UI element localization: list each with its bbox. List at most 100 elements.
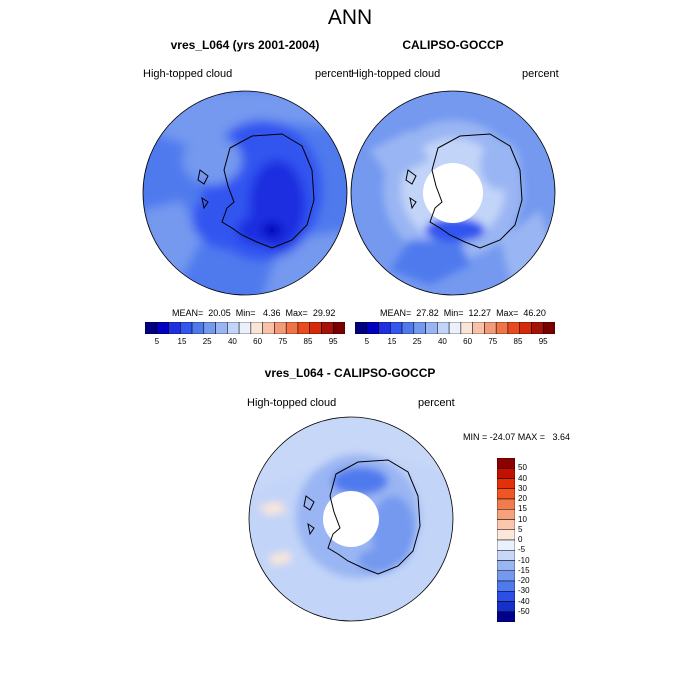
panel2-field-band-1 (370, 130, 430, 180)
colorbar-swatch (497, 611, 515, 622)
panel2-field-core-2 (480, 140, 520, 190)
colorbar-tick-label: 75 (488, 337, 498, 346)
colorbar-tick-label: -40 (518, 596, 530, 606)
panel2-field-core-1 (425, 218, 485, 242)
colorbar-swatch (203, 322, 216, 334)
colorbar-tick-label: 50 (518, 463, 527, 473)
panel2-map (350, 90, 556, 296)
figure-title: ANN (327, 6, 373, 29)
colorbar-swatch (448, 322, 462, 334)
colorbar-swatch (250, 322, 263, 334)
panel2-coastline (405, 133, 523, 249)
colorbar-tick-label: 95 (538, 337, 548, 346)
colorbar-tick-label: 5 (364, 337, 370, 346)
colorbar-swatch (472, 322, 485, 334)
colorbar-swatch (497, 468, 515, 479)
colorbar-tick-label: -20 (518, 576, 530, 585)
colorbar-tick-label: -50 (518, 606, 530, 616)
colorbar-tick-label: 75 (278, 337, 288, 346)
panel3-coastline (303, 459, 421, 575)
colorbar-swatch (285, 322, 299, 334)
colorbar-tick-label: -5 (518, 545, 526, 555)
colorbar-swatch (309, 322, 322, 334)
colorbar-tick-label: 5 (518, 524, 523, 534)
colorbar-swatch (497, 529, 515, 541)
panel1-title: vres_L064 (yrs 2001-2004) (170, 38, 320, 52)
panel1-colorbar (145, 322, 345, 334)
colorbar-swatch (497, 509, 515, 520)
panel3-colorbar-labels: 50 40 30 20 15 10 5 0 -5 -10 -15 -20 -30 -40 -50 (518, 458, 558, 622)
colorbar-tick-label: 0 (518, 535, 523, 544)
colorbar-swatch (497, 539, 515, 551)
panel1-map-border (142, 90, 348, 296)
colorbar-swatch (497, 488, 515, 500)
panel3-missing-data (323, 491, 379, 547)
colorbar-tick-label: 10 (518, 514, 527, 524)
colorbar-swatch (274, 322, 287, 334)
colorbar-tick-label: 40 (518, 473, 527, 483)
panel3-field-core-2 (371, 496, 415, 566)
colorbar-tick-label: 20 (518, 494, 527, 503)
colorbar-tick-label: 40 (437, 337, 447, 346)
colorbar-tick-label: 60 (253, 337, 263, 346)
panel1-field-core-6 (182, 135, 242, 185)
colorbar-swatch (497, 478, 515, 489)
colorbar-swatch (497, 519, 515, 530)
colorbar-swatch (355, 322, 368, 334)
colorbar-tick-label: -15 (518, 565, 530, 575)
colorbar-swatch (497, 458, 515, 469)
panel2-missing-data (423, 163, 483, 223)
colorbar-swatch (238, 322, 252, 334)
colorbar-swatch (497, 550, 515, 561)
panel3-map-border (248, 416, 454, 622)
colorbar-swatch (401, 322, 415, 334)
colorbar-swatch (413, 322, 426, 334)
colorbar-tick-label: 95 (328, 337, 338, 346)
colorbar-swatch (297, 322, 310, 334)
panel1-statistics: MEAN= 20.05 Min= 4.36 Max= 29.92 (172, 308, 336, 318)
panel3-variable-label: High-topped cloud (247, 397, 337, 409)
colorbar-swatch (227, 322, 240, 334)
colorbar-swatch (497, 591, 515, 602)
colorbar-swatch (507, 322, 520, 334)
colorbar-swatch (425, 322, 438, 334)
panel2-field-band-3 (390, 240, 470, 285)
colorbar-tick-label: 25 (202, 337, 212, 346)
colorbar-swatch (191, 322, 205, 334)
panel2-variable-label: High-topped cloud (351, 68, 441, 80)
colorbar-tick-label: 25 (412, 337, 422, 346)
colorbar-swatch (378, 322, 391, 334)
colorbar-swatch (180, 322, 193, 334)
colorbar-swatch (366, 322, 379, 334)
panel3-statistics: MIN = -24.07 MAX = 3.64 (463, 432, 571, 442)
colorbar-tick-label: 40 (227, 337, 237, 346)
panel1-field-core-5 (262, 222, 282, 238)
colorbar-swatch (460, 322, 473, 334)
colorbar-swatch (437, 322, 450, 334)
colorbar-swatch (497, 580, 515, 592)
colorbar-tick-label: 15 (387, 337, 397, 346)
colorbar-swatch (497, 560, 515, 571)
colorbar-swatch (321, 322, 334, 334)
panel2-units-label: percent (522, 68, 559, 80)
colorbar-swatch (215, 322, 228, 334)
colorbar-tick-label: 5 (154, 337, 160, 346)
panel3-positive-patch-1 (258, 501, 288, 516)
panel3-field-core-1 (332, 467, 388, 495)
colorbar-swatch (156, 322, 169, 334)
colorbar-tick-label: 85 (513, 337, 523, 346)
panel3-map (248, 416, 454, 622)
panel2-title: CALIPSO-GOCCP (402, 38, 504, 52)
colorbar-tick-label: 15 (518, 504, 527, 514)
panel3-field-core-3 (358, 549, 398, 573)
panel2-colorbar-labels: 5 15 25 40 60 75 85 95 (355, 337, 555, 349)
colorbar-swatch (332, 322, 345, 334)
colorbar-swatch (497, 601, 515, 612)
panel1-variable-label: High-topped cloud (143, 68, 233, 80)
colorbar-swatch (145, 322, 158, 334)
colorbar-swatch (542, 322, 555, 334)
colorbar-swatch (497, 570, 515, 582)
colorbar-tick-label: 85 (303, 337, 313, 346)
colorbar-swatch (497, 498, 515, 510)
panel1-colorbar-labels: 5 15 25 40 60 75 85 95 (145, 337, 345, 349)
